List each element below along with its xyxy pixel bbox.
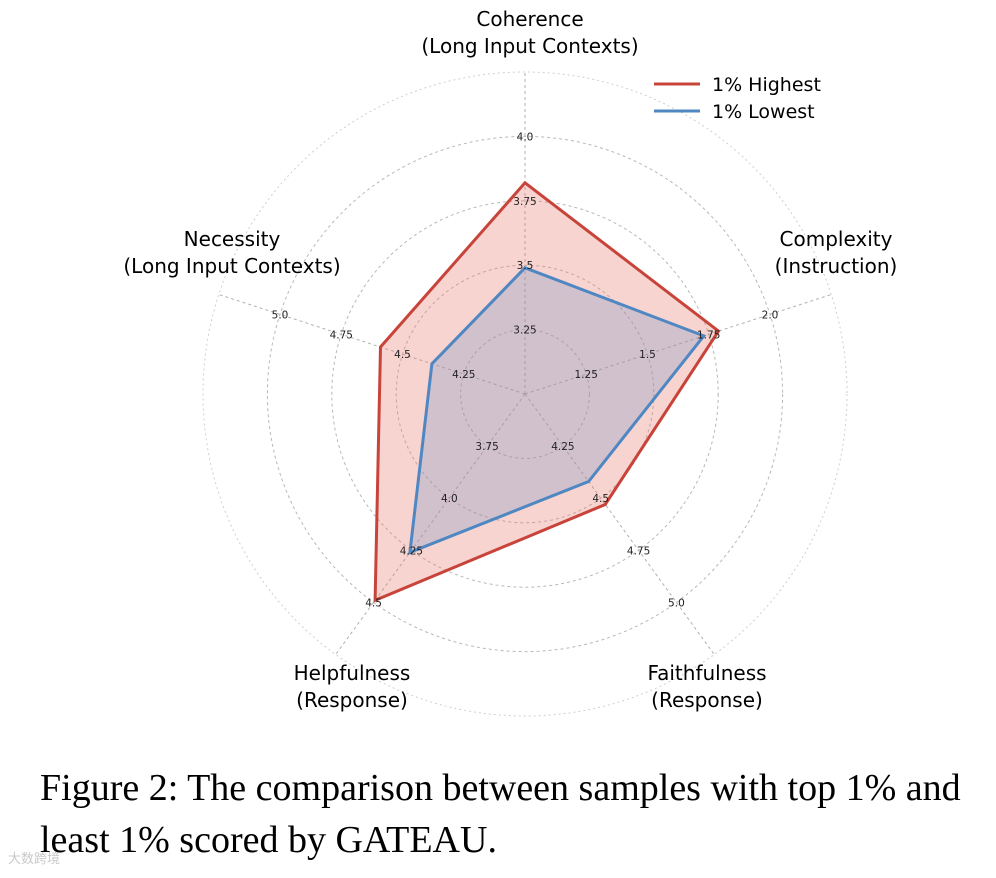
tick-labels: 3.25 3.5 3.75 4.0 1.25 1.5 1.75 2.0 4.25 4.5 4.75 5…	[272, 131, 779, 609]
tick-label: 4.0	[517, 131, 534, 143]
watermark-text: 大数跨境	[8, 852, 61, 867]
series-layer	[373, 180, 721, 603]
tick-label: 1.5	[639, 349, 656, 361]
tick-label: 4.75	[330, 329, 353, 341]
tick-label: 3.25	[513, 325, 536, 337]
tick-label: 5.0	[668, 597, 685, 609]
tick-label: 4.5	[365, 597, 382, 609]
legend-label: 1% Highest	[712, 74, 821, 96]
series-polygon-lowest	[408, 266, 707, 555]
outer-ring	[202, 71, 848, 717]
tick-label: 3.5	[517, 260, 534, 272]
axis-title: (Instruction)	[775, 254, 898, 278]
grid	[202, 71, 848, 717]
radar-chart: 3.25 3.5 3.75 4.0 1.25 1.5 1.75 2.0 4.25 4.5 4.75 5…	[123, 7, 897, 717]
tick-label: 1.75	[697, 329, 720, 341]
tick-label: 4.5	[394, 349, 411, 361]
legend-label: 1% Lowest	[712, 101, 815, 123]
axis-title: Helpfulness	[294, 661, 411, 685]
grid-ring	[460, 329, 590, 459]
grid-ring	[331, 200, 719, 588]
tick-label: 3.75	[475, 441, 498, 453]
tick-label: 4.0	[441, 493, 458, 505]
tick-label: 4.25	[400, 545, 423, 557]
axis-title: (Long Input Contexts)	[421, 34, 638, 58]
tick-label: 3.75	[513, 196, 536, 208]
series-polygon-highest	[373, 180, 721, 603]
tick-label: 5.0	[272, 309, 289, 321]
axis-title: Necessity	[184, 227, 281, 251]
figure-caption: Figure 2: The comparison between samples…	[40, 767, 961, 861]
tick-label: 2.0	[762, 309, 779, 321]
tick-label: 1.25	[575, 369, 598, 381]
axis-title: (Response)	[296, 688, 408, 712]
axis-title: (Long Input Contexts)	[123, 254, 340, 278]
legend: 1% Highest 1% Lowest	[654, 74, 821, 123]
tick-label: 4.5	[592, 493, 609, 505]
axis-titles: Coherence (Long Input Contexts) Complexity…	[123, 7, 897, 712]
axis-title: Complexity	[780, 227, 893, 251]
tick-label: 4.25	[551, 441, 574, 453]
axis-title: (Response)	[651, 688, 763, 712]
grid-ring	[266, 135, 784, 653]
axis-title: Faithfulness	[647, 661, 766, 685]
axis-title: Coherence	[476, 7, 583, 31]
tick-label: 4.75	[627, 545, 650, 557]
tick-label: 4.25	[452, 369, 475, 381]
